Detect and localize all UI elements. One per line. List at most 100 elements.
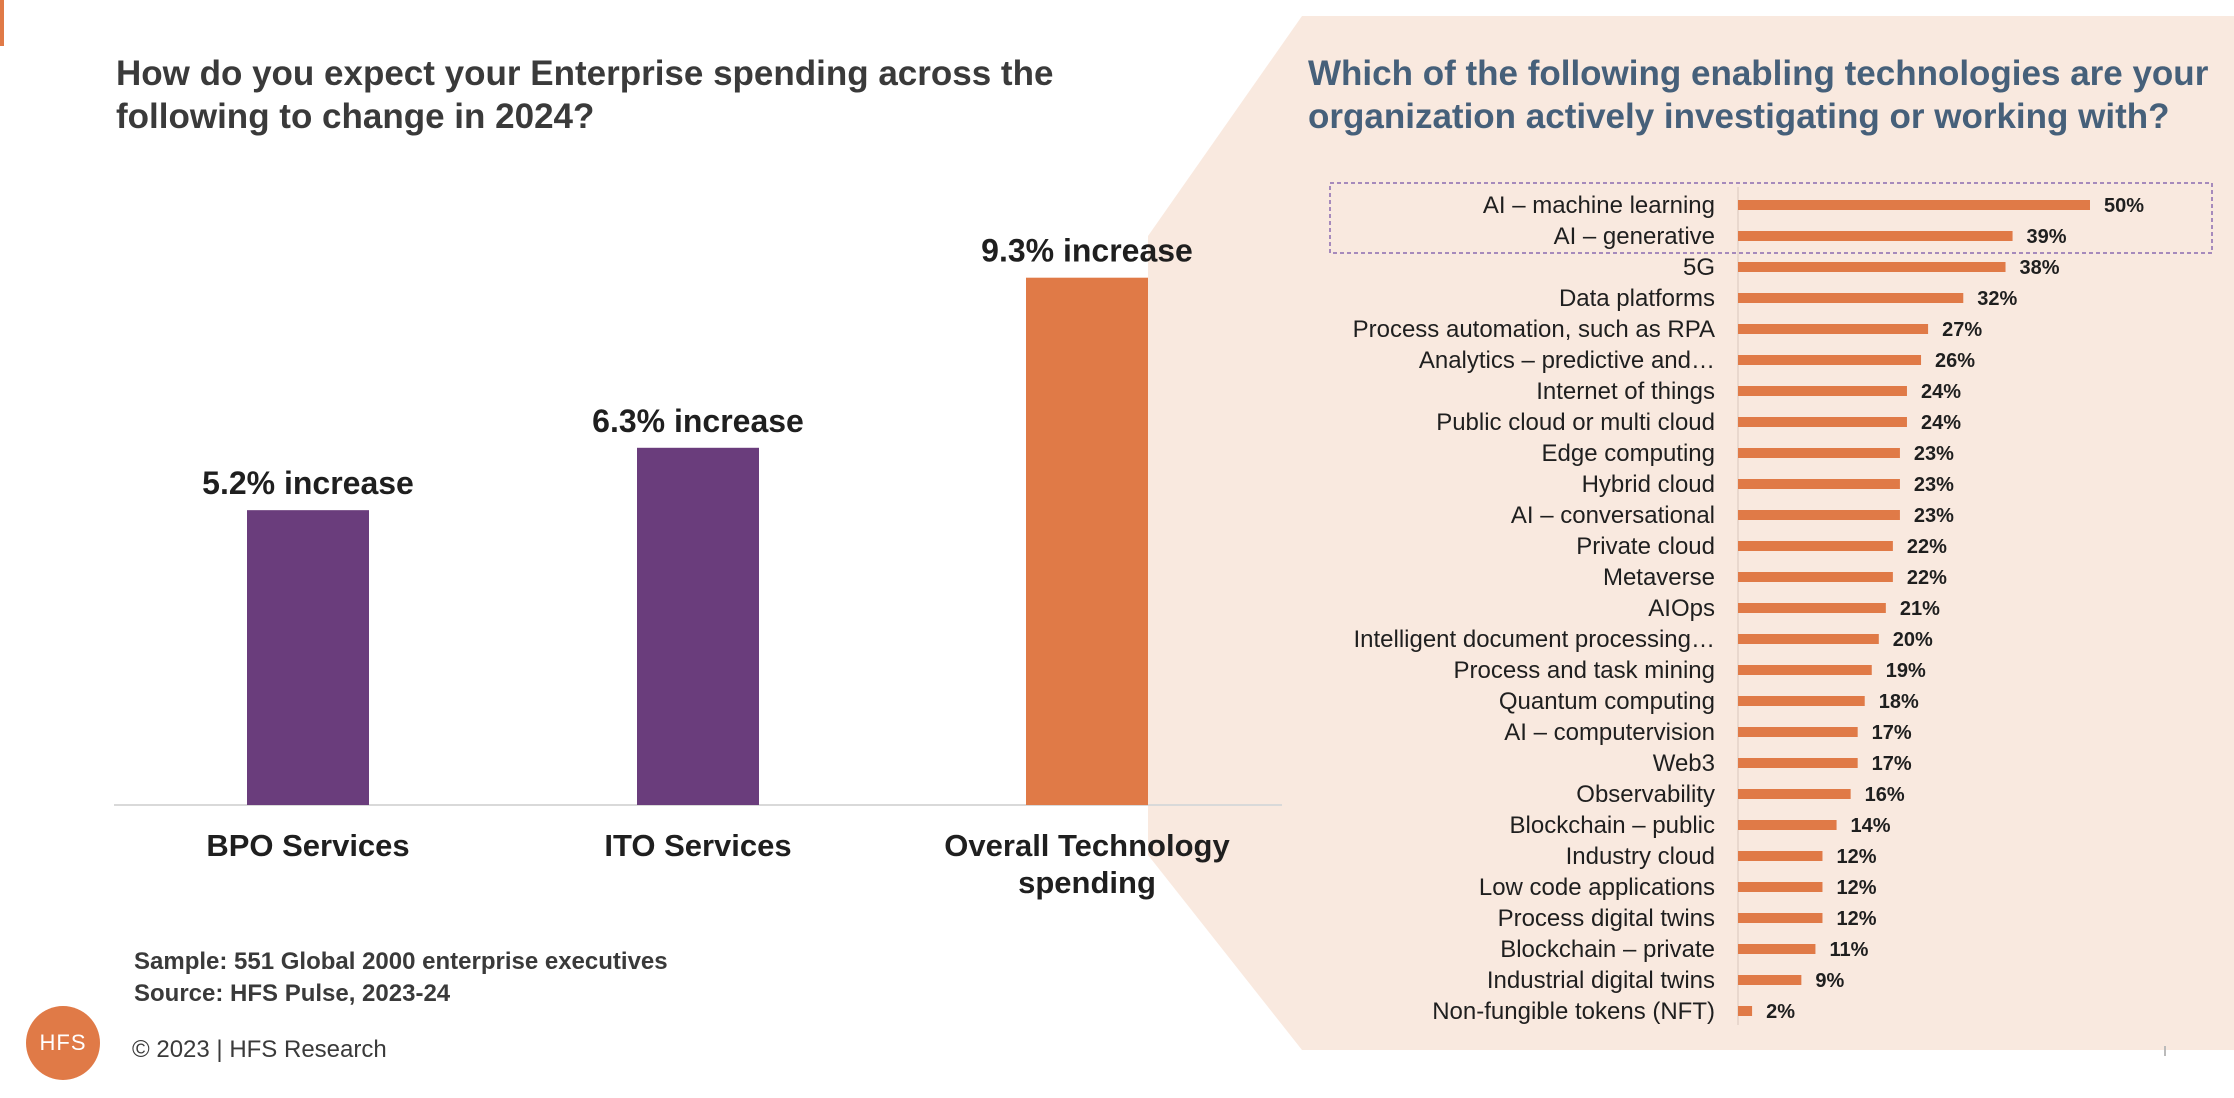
category-label-quantum-computing: Quantum computing <box>1499 688 1715 715</box>
data-label-process-automation-such-as-rpa: 27% <box>1942 319 1982 341</box>
bar-edge-computing <box>1738 448 1900 458</box>
bar-web3 <box>1738 758 1858 768</box>
bar-metaverse <box>1738 572 1893 582</box>
bar-bpo-services <box>247 510 369 805</box>
bar-low-code-applications <box>1738 882 1823 892</box>
bar-blockchain-public <box>1738 820 1837 830</box>
category-label-blockchain-private: Blockchain – private <box>1500 936 1715 963</box>
data-label-low-code-applications: 12% <box>1836 877 1876 899</box>
highlight-box <box>1329 182 2213 254</box>
data-label-web3: 17% <box>1872 753 1912 775</box>
right-chart-title: Which of the following enabling technolo… <box>1308 54 2209 136</box>
bar-analytics-predictive-and <box>1738 355 1922 365</box>
category-label-ai-machine-learning: AI – machine learning <box>1483 192 1715 219</box>
data-label-hybrid-cloud: 23% <box>1914 474 1954 496</box>
data-label-internet-of-things: 24% <box>1921 381 1961 403</box>
category-label-edge-computing: Edge computing <box>1542 440 1715 467</box>
bar-aiops <box>1738 603 1886 613</box>
category-label-private-cloud: Private cloud <box>1576 533 1715 560</box>
data-label-metaverse: 22% <box>1907 567 1947 589</box>
data-label-aiops: 21% <box>1900 598 1940 620</box>
category-label-ai-conversational: AI – conversational <box>1511 502 1715 529</box>
bar-industrial-digital-twins <box>1738 975 1802 985</box>
data-label-ai-computervision: 17% <box>1872 722 1912 744</box>
data-label-analytics-predictive-and: 26% <box>1935 350 1975 372</box>
data-label-ai-generative: 39% <box>2027 226 2067 248</box>
bar-intelligent-document-processing <box>1738 634 1879 644</box>
bar-observability <box>1738 789 1851 799</box>
bar-overall-technology-spending <box>1026 277 1148 805</box>
bar-ito-services <box>637 447 759 805</box>
data-label-edge-computing: 23% <box>1914 443 1954 465</box>
data-label-5g: 38% <box>2020 257 2060 279</box>
category-label-data-platforms: Data platforms <box>1559 285 1715 312</box>
category-label-blockchain-public: Blockchain – public <box>1510 812 1715 839</box>
hfs-logo: HFS <box>26 1006 100 1080</box>
category-label-bpo-services: BPO Services <box>206 828 409 863</box>
category-label-public-cloud-or-multi-cloud: Public cloud or multi cloud <box>1436 409 1715 436</box>
category-label-industrial-digital-twins: Industrial digital twins <box>1487 967 1715 994</box>
bar-internet-of-things <box>1738 386 1907 396</box>
category-label-5g: 5G <box>1683 254 1715 281</box>
category-label-process-and-task-mining: Process and task mining <box>1454 657 1715 684</box>
copyright-text: © 2023 | HFS Research <box>132 1036 387 1063</box>
bar-ai-generative <box>1738 231 2013 241</box>
category-label-analytics-predictive-and: Analytics – predictive and… <box>1419 347 1715 374</box>
data-label-intelligent-document-processing: 20% <box>1893 629 1933 651</box>
category-label-ito-services: ITO Services <box>604 828 791 863</box>
data-label-public-cloud-or-multi-cloud: 24% <box>1921 412 1961 434</box>
bar-ai-computervision <box>1738 727 1858 737</box>
data-label-data-platforms: 32% <box>1977 288 2017 310</box>
bar-5g <box>1738 262 2006 272</box>
left-chart-title: How do you expect your Enterprise spendi… <box>116 54 1054 136</box>
bar-process-automation-such-as-rpa <box>1738 324 1929 334</box>
bar-process-and-task-mining <box>1738 665 1872 675</box>
category-label-observability: Observability <box>1576 781 1715 808</box>
sample-note: Sample: 551 Global 2000 enterprise execu… <box>134 948 668 975</box>
data-label-observability: 16% <box>1865 784 1905 806</box>
bar-quantum-computing <box>1738 696 1865 706</box>
category-label-ai-generative: AI – generative <box>1554 223 1715 250</box>
data-label-quantum-computing: 18% <box>1879 691 1919 713</box>
bar-blockchain-private <box>1738 944 1816 954</box>
category-label-intelligent-document-processing: Intelligent document processing… <box>1353 626 1715 653</box>
category-label-aiops: AIOps <box>1648 595 1715 622</box>
data-label-industrial-digital-twins: 9% <box>1815 970 1844 992</box>
data-label-blockchain-private: 11% <box>1829 939 1868 961</box>
category-label-web3: Web3 <box>1653 750 1715 777</box>
data-label-blockchain-public: 14% <box>1851 815 1891 837</box>
category-label-internet-of-things: Internet of things <box>1536 378 1715 405</box>
data-label-private-cloud: 22% <box>1907 536 1947 558</box>
bar-public-cloud-or-multi-cloud <box>1738 417 1907 427</box>
data-label-non-fungible-tokens-nft: 2% <box>1766 1001 1795 1023</box>
data-label-industry-cloud: 12% <box>1836 846 1876 868</box>
bar-hybrid-cloud <box>1738 479 1900 489</box>
category-label-industry-cloud: Industry cloud <box>1566 843 1715 870</box>
bar-private-cloud <box>1738 541 1893 551</box>
data-label-ai-conversational: 23% <box>1914 505 1954 527</box>
category-label-low-code-applications: Low code applications <box>1479 874 1715 901</box>
category-label-ai-computervision: AI – computervision <box>1504 719 1715 746</box>
category-label-metaverse: Metaverse <box>1603 564 1715 591</box>
data-label-ai-machine-learning: 50% <box>2104 195 2144 217</box>
right-panel-shape <box>1148 16 2234 1050</box>
bar-data-platforms <box>1738 293 1964 303</box>
bar-non-fungible-tokens-nft <box>1738 1006 1753 1016</box>
source-note: Source: HFS Pulse, 2023-24 <box>134 980 451 1007</box>
data-label-bpo-services: 5.2% increase <box>202 465 414 501</box>
bar-process-digital-twins <box>1738 913 1823 923</box>
data-label-process-digital-twins: 12% <box>1836 908 1876 930</box>
page-tick <box>2164 1046 2166 1056</box>
category-label-process-automation-such-as-rpa: Process automation, such as RPA <box>1353 316 1715 343</box>
category-label-hybrid-cloud: Hybrid cloud <box>1582 471 1715 498</box>
category-label-overall-technology-spending: Overall Technology spending <box>944 828 1230 900</box>
bar-industry-cloud <box>1738 851 1823 861</box>
data-label-overall-technology-spending: 9.3% increase <box>981 233 1193 269</box>
category-label-non-fungible-tokens-nft: Non-fungible tokens (NFT) <box>1432 998 1715 1025</box>
category-label-process-digital-twins: Process digital twins <box>1498 905 1715 932</box>
bar-ai-machine-learning <box>1738 200 2090 210</box>
data-label-process-and-task-mining: 19% <box>1886 660 1926 682</box>
accent-tick <box>0 0 4 46</box>
